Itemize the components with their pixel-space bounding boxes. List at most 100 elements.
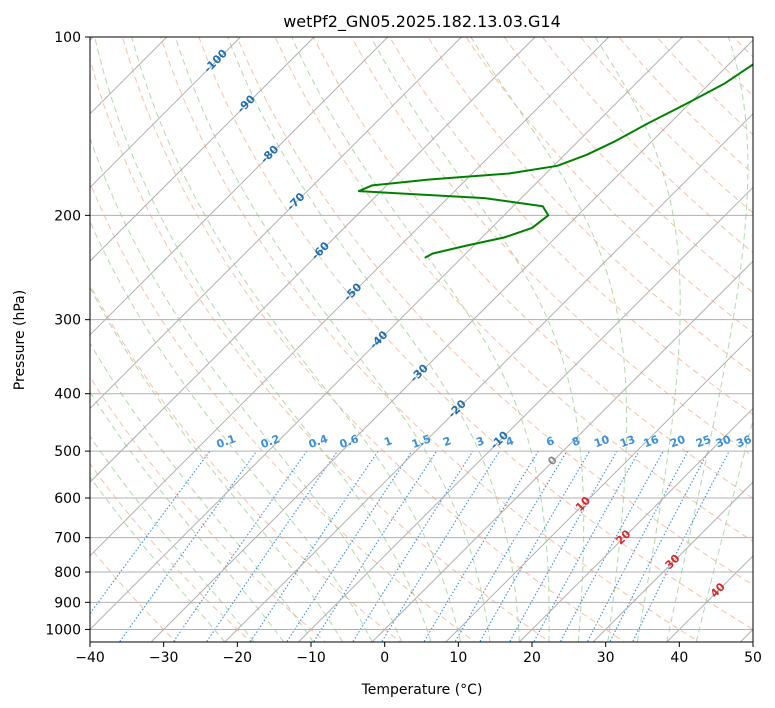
overlay-labels: -100-90-80-70-60-50-40-30-20-10010203040…	[201, 47, 753, 601]
mixing-ratio-label: 1.5	[410, 432, 433, 451]
dry-adiabat-line	[465, 37, 753, 334]
mixing-ratio-label: 36	[735, 433, 754, 451]
mixing-ratio-line	[286, 450, 413, 642]
mixing-ratio-line	[172, 450, 308, 642]
plot-frame	[89, 36, 754, 643]
dry-adiabat-line	[198, 37, 753, 630]
mixing-ratio-label: 4	[504, 434, 516, 449]
x-tick-label: 10	[449, 650, 467, 666]
x-tick-label: −20	[223, 650, 253, 666]
x-tick-label: 20	[523, 650, 541, 666]
x-axis-label: Temperature (°C)	[361, 682, 483, 698]
y-tick-label: 900	[54, 595, 81, 611]
x-tick-label: −30	[149, 650, 179, 666]
dry-adiabat-line	[427, 37, 753, 374]
isotherm-label: -100	[201, 47, 230, 76]
mixing-ratio-line	[559, 450, 664, 642]
y-tick-label: 200	[54, 208, 81, 224]
isotherm-line	[150, 39, 753, 642]
dry-adiabat-line	[274, 37, 753, 542]
x-tick-label: 50	[744, 650, 762, 666]
moist-adiabat-line	[227, 37, 520, 642]
moist-adiabat-line	[90, 391, 285, 642]
isotherm-line	[90, 37, 241, 189]
mixing-ratio-label: 0.4	[307, 432, 330, 451]
isotherm-label: -60	[309, 239, 332, 262]
isotherm-line	[519, 407, 753, 642]
mixing-ratio-label: 6	[544, 434, 556, 449]
isotherm-label: -90	[235, 92, 258, 115]
mixing-ratio-label: 13	[618, 433, 637, 450]
x-tick-label: −40	[75, 650, 105, 666]
mixing-ratio-line	[312, 450, 438, 642]
dry-adiabat-line	[236, 37, 753, 586]
y-tick-label: 800	[54, 565, 81, 581]
moist-adiabat-line	[594, 37, 681, 642]
x-axis-ticks: −40 −30 −20 −10 0 10 20 30 40 50	[75, 642, 762, 666]
x-tick-label: −10	[296, 650, 326, 666]
x-tick-label: 40	[670, 650, 688, 666]
dry-adiabat-line	[694, 37, 753, 97]
dry-adiabat-line	[90, 181, 476, 642]
chart-title: wetPf2_GN05.2025.182.13.03.G14	[283, 12, 561, 32]
moist-adiabat-line	[90, 435, 255, 642]
mixing-ratio-label: 2	[441, 434, 453, 449]
dry-adiabat-line	[772, 37, 775, 644]
mixing-ratio-label: 0.1	[215, 432, 238, 451]
y-axis-label: Pressure (hPa)	[12, 290, 28, 390]
moist-adiabat-line	[131, 37, 461, 642]
dry-adiabat-line	[389, 37, 753, 416]
dry-adiabat-line	[503, 37, 753, 294]
y-tick-label: 300	[54, 313, 81, 329]
moist-adiabat-line	[90, 342, 314, 642]
mixing-ratio-label: 1	[382, 434, 394, 449]
moist-adiabat-line	[695, 418, 753, 642]
moist-adiabat-line	[90, 286, 344, 642]
series-lines	[357, 63, 753, 259]
y-tick-label: 700	[54, 531, 81, 547]
mixing-ratio-label: 30	[714, 433, 733, 451]
mixing-ratio-label: 0.6	[338, 432, 361, 451]
mixing-ratio-line	[609, 450, 709, 642]
pressure-grid	[90, 37, 753, 630]
isotherm-line	[90, 37, 462, 410]
dry-adiabat-line	[618, 37, 753, 175]
mixing-ratio-line	[118, 450, 258, 642]
dry-adiabat-line	[90, 376, 327, 642]
dry-adiabat-line	[312, 37, 753, 499]
y-tick-label: 600	[54, 491, 81, 507]
x-tick-label: 30	[597, 650, 615, 666]
mixing-ratio-line	[423, 450, 539, 642]
isotherm-line	[445, 334, 753, 642]
y-tick-label: 100	[54, 30, 81, 46]
isotherm-line	[298, 186, 753, 642]
dry-adiabat-line	[351, 37, 753, 457]
moist-adiabat-line	[291, 37, 550, 642]
isotherm-line	[666, 555, 753, 642]
mixing-ratio-line	[454, 450, 568, 642]
dry-adiabat-line	[90, 462, 252, 642]
moist-adiabat-line	[90, 476, 226, 642]
mixing-ratio-line	[479, 450, 591, 642]
mixing-ratio-line	[631, 450, 730, 642]
moist-adiabat-line	[94, 37, 432, 642]
isotherm-line	[90, 37, 683, 631]
isotherm-line	[90, 37, 610, 557]
mixing-ratio-line	[352, 450, 474, 642]
x-tick-label: 0	[380, 650, 389, 666]
isotherm-label: -50	[341, 280, 364, 303]
mixing-ratio-label: 20	[668, 433, 687, 451]
warm-isotherm-label: 30	[663, 552, 683, 572]
moist-adiabat-line	[174, 37, 491, 642]
mixing-ratio-label: 25	[694, 433, 713, 450]
y-tick-label: 500	[54, 444, 81, 460]
isotherm-line	[90, 37, 536, 483]
isotherm-line	[90, 37, 389, 336]
mixing-ratio-label: 3	[474, 434, 486, 449]
isotherms	[90, 37, 753, 642]
isotherm-line	[90, 37, 315, 262]
isotherm-line	[371, 260, 753, 642]
y-axis-ticks: 100 200 300 400 500 600 700 800 900 1000	[45, 30, 90, 638]
dewpoint-line	[357, 63, 753, 259]
